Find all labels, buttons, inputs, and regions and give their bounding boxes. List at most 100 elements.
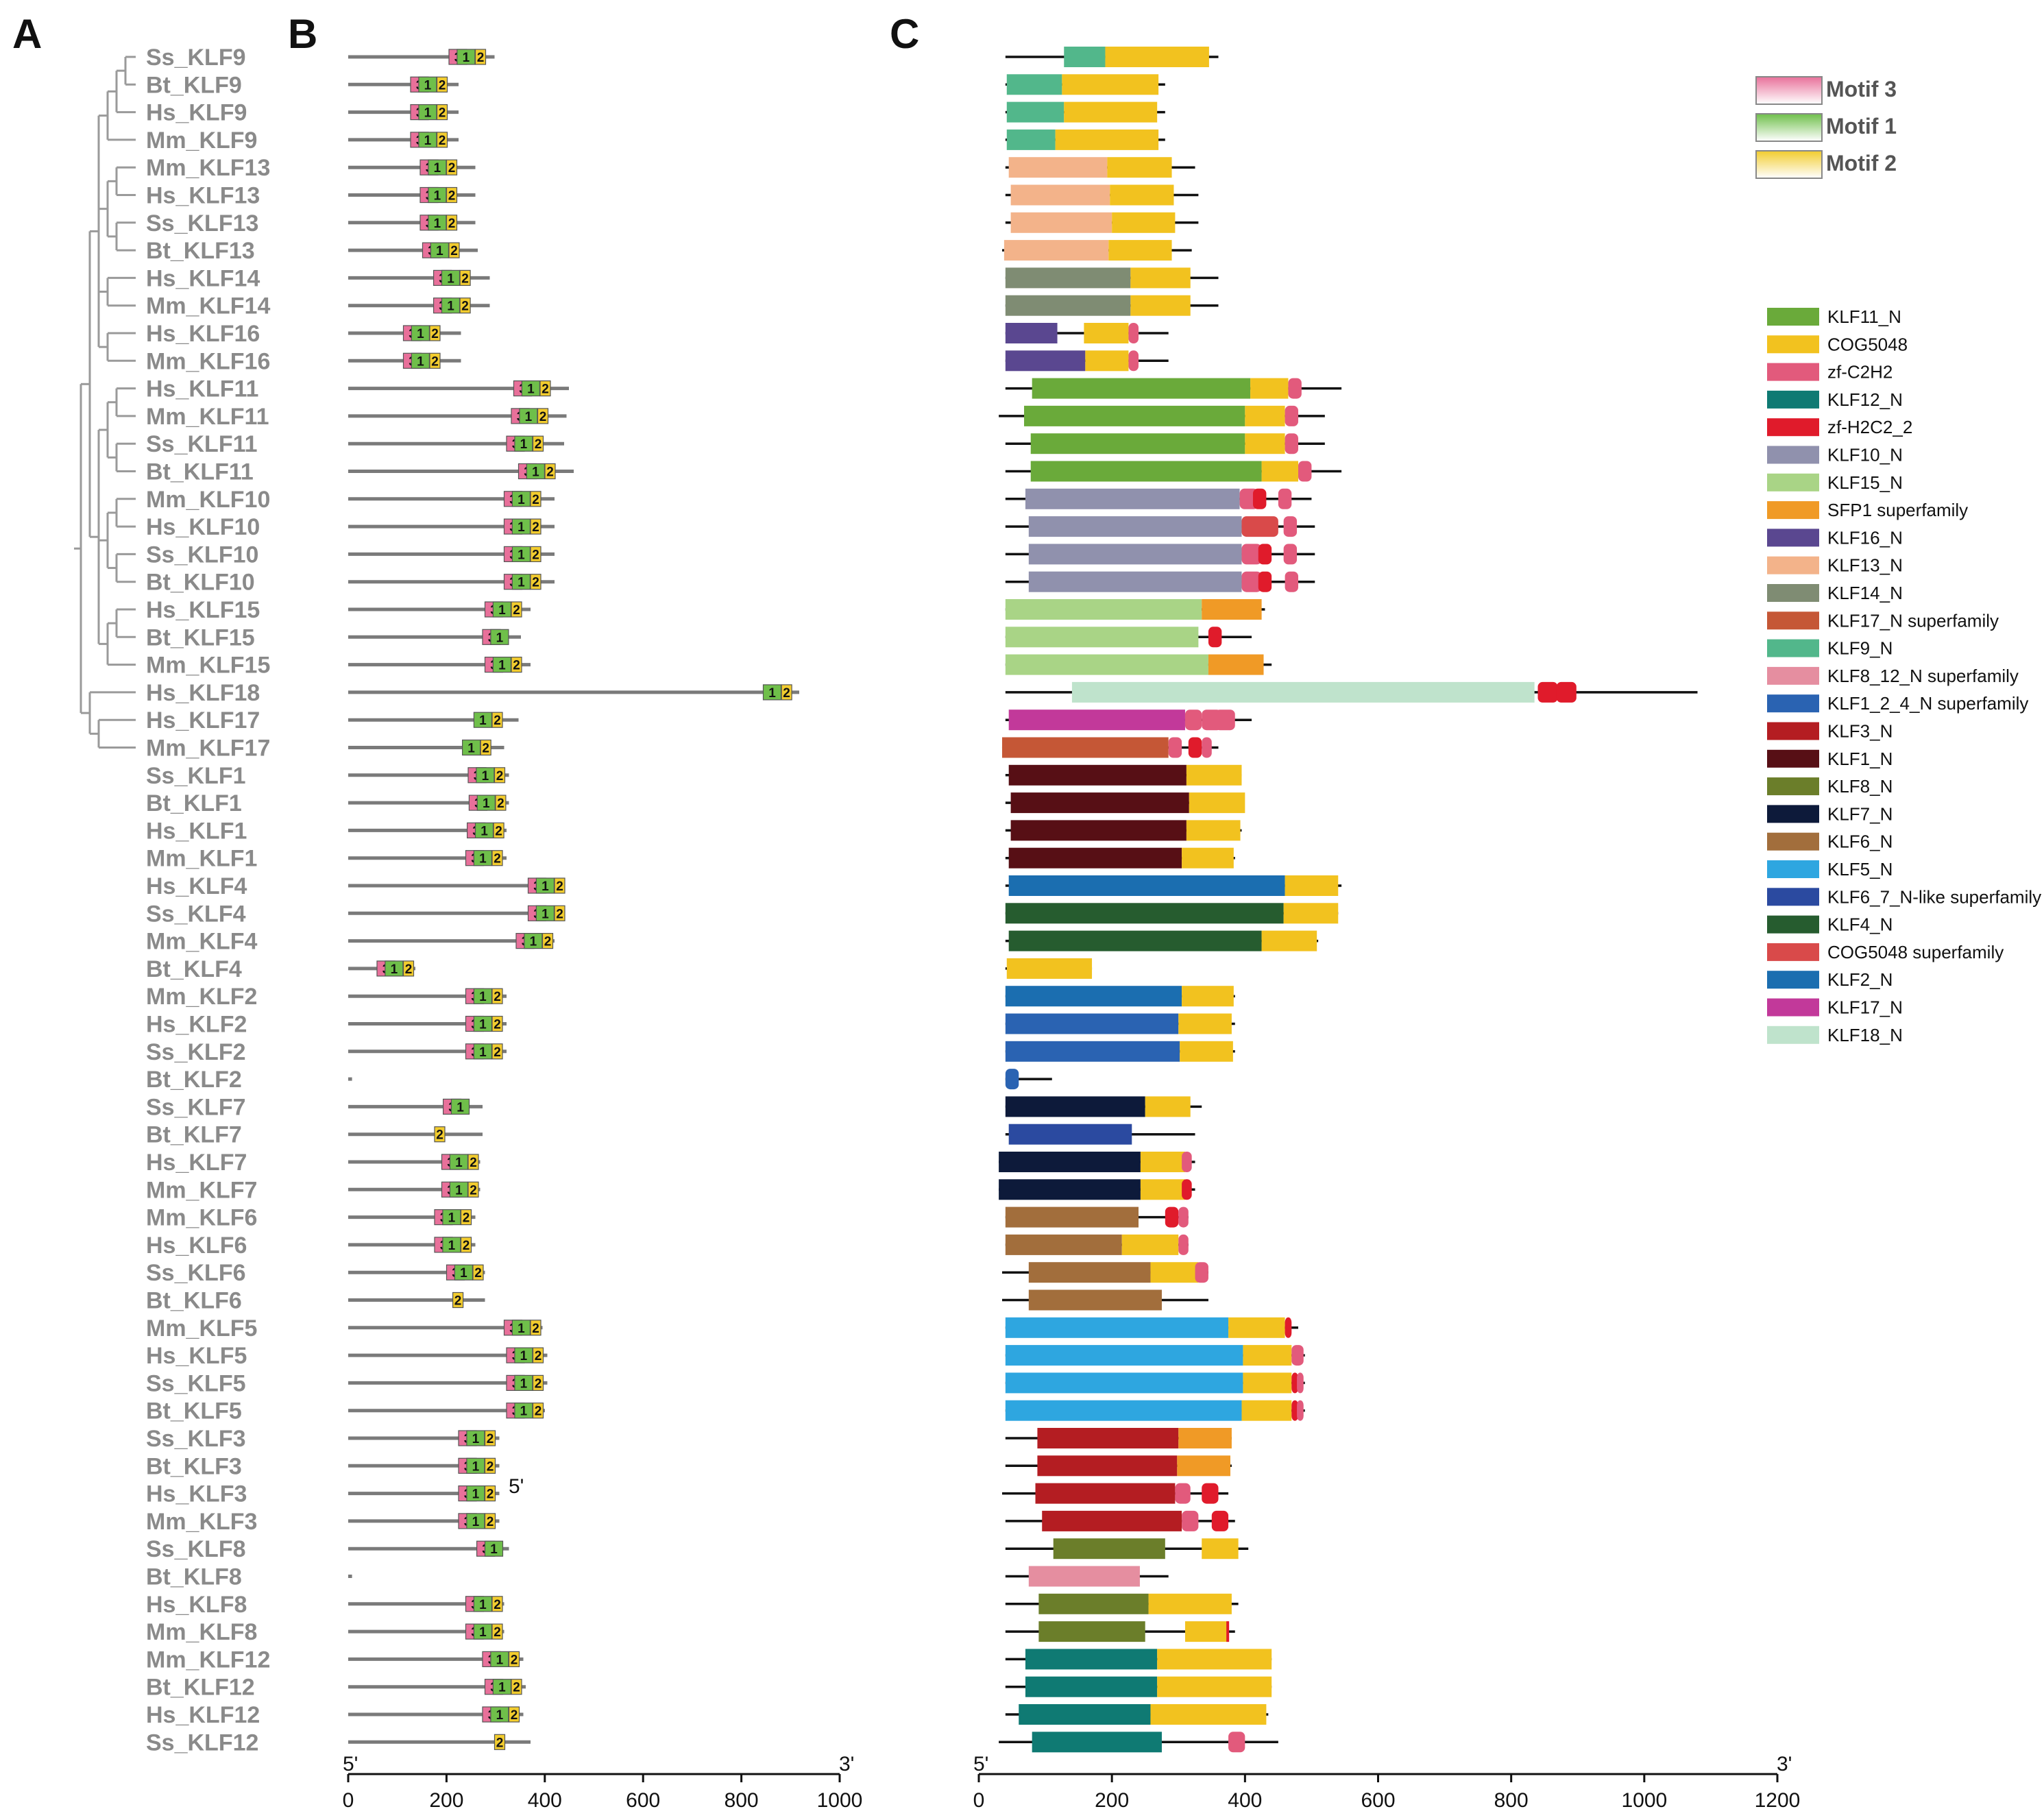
axis-b-tick-label: 800 (725, 1789, 759, 1812)
axis-c-tick-label: 600 (1361, 1789, 1395, 1812)
domain-legend-label: KLF10_N (1827, 445, 1903, 465)
motif-number: 2 (431, 327, 439, 341)
domain-legend-label: KLF7_N (1827, 803, 1893, 824)
motif-number: 2 (511, 1653, 518, 1667)
domain-block (1261, 461, 1298, 482)
motif-box-2 (511, 601, 522, 618)
domain-block (1085, 350, 1129, 372)
domain-legend-label: KLF6_7_N-like superfamily (1827, 886, 2041, 907)
taxon-label: Hs_KLF8 (146, 1592, 247, 1618)
motif-number: 2 (439, 78, 446, 93)
motif-number: 2 (487, 1515, 494, 1529)
motif-box-2 (508, 1651, 520, 1667)
motif-number: 1 (520, 437, 528, 452)
domain-block (1028, 1262, 1151, 1283)
axis-b-tick-label: 600 (626, 1789, 660, 1812)
motif-legend-swatch (1755, 150, 1823, 179)
domain-block (1064, 101, 1158, 123)
domain-block (1228, 1317, 1285, 1338)
motif-number: 2 (431, 354, 439, 369)
domain-block (1038, 1621, 1145, 1642)
stray-label: 5' (509, 1475, 524, 1498)
domain-block (1128, 350, 1139, 372)
domain-legend-swatch (1767, 749, 1819, 768)
taxon-label: Hs_KLF5 (146, 1343, 247, 1369)
domain-legend: KLF11_N COG5048 zf-C2H2 KLF12_N zf-H2C2_2 KLF… (1767, 306, 2041, 1045)
motif-number: 1 (434, 217, 441, 231)
taxon-label: Mm_KLF5 (146, 1315, 257, 1342)
motif-number: 1 (479, 714, 487, 728)
domain-block (1175, 1483, 1191, 1504)
taxon-label: Bt_KLF9 (146, 72, 242, 98)
motif-box-2 (491, 1623, 503, 1640)
domain-block (1291, 1345, 1304, 1366)
taxon-label: Ss_KLF4 (146, 901, 246, 927)
taxon-label: Mm_KLF13 (146, 155, 270, 181)
domain-block (1005, 1206, 1139, 1228)
motif-number: 2 (439, 134, 446, 148)
motif-number: 2 (494, 990, 501, 1004)
motif-number: 1 (457, 1100, 464, 1115)
domain-block (1165, 1206, 1179, 1228)
domain-block (1241, 571, 1262, 592)
motif-number: 1 (496, 1708, 504, 1723)
panel-label-b: B (288, 11, 317, 57)
taxon-label: Hs_KLF14 (146, 265, 260, 291)
taxon-label: Ss_KLF9 (146, 45, 246, 71)
domain-block (1003, 240, 1109, 261)
domain-legend-swatch (1767, 363, 1819, 381)
motif-number: 1 (455, 1183, 463, 1198)
domain-legend-swatch (1767, 639, 1819, 657)
motif-number: 2 (482, 742, 489, 756)
motif-box-2 (530, 518, 542, 535)
domain-legend-swatch (1767, 529, 1819, 547)
taxon-label: Bt_KLF10 (146, 570, 255, 596)
domain-legend-swatch (1767, 1026, 1819, 1044)
domain-block (1037, 1428, 1179, 1448)
motif-number: 2 (494, 1045, 501, 1060)
taxon-label: Hs_KLF18 (146, 680, 260, 706)
motif-box-2 (530, 1320, 542, 1336)
motif-box-2 (474, 49, 487, 65)
taxon-label: Bt_KLF4 (146, 956, 242, 982)
domain-block (1186, 764, 1242, 786)
domain-legend-label: COG5048 superfamily (1827, 942, 2004, 962)
motif-number: 2 (511, 1708, 518, 1723)
taxon-label: Mm_KLF14 (146, 293, 270, 319)
motif-number: 1 (424, 106, 432, 121)
domain-block (1285, 571, 1298, 592)
domain-block (1182, 1152, 1192, 1172)
taxon-label: Bt_KLF13 (146, 238, 255, 264)
domain-block (1105, 47, 1209, 67)
motif-box-2 (530, 546, 542, 563)
motif-box-1 (450, 1098, 470, 1115)
domain-legend-label: KLF15_N (1827, 472, 1903, 493)
motif-box-2 (532, 1403, 544, 1419)
domain-block (1005, 1372, 1243, 1394)
motif-number: 2 (487, 1459, 494, 1474)
motif-number: 2 (535, 437, 542, 452)
domain-block (1130, 295, 1191, 316)
motif-number: 1 (498, 659, 506, 673)
domain-block (1145, 1096, 1191, 1117)
domain-block (1110, 184, 1174, 206)
domain-block (1180, 1041, 1233, 1062)
domain-block (1024, 405, 1245, 426)
domain-legend-label: KLF9_N (1827, 638, 1893, 659)
taxon-label: Mm_KLF2 (146, 984, 257, 1010)
motif-number: 2 (542, 383, 549, 397)
motif-box-2 (484, 1457, 496, 1474)
domain-block (1241, 1400, 1292, 1421)
motif-number: 2 (556, 879, 563, 894)
domain-block (1258, 571, 1272, 592)
domain-block (1019, 1704, 1151, 1725)
taxon-label: Ss_KLF8 (146, 1536, 246, 1562)
motif-number: 2 (463, 1211, 470, 1226)
axis-b: 5' 3' 0 200 400 600 800 1000 (343, 1753, 863, 1812)
motif-box-2 (429, 352, 441, 369)
motif-box-2 (508, 1706, 520, 1723)
motif-number: 2 (436, 1128, 443, 1143)
motif-number: 2 (544, 935, 552, 949)
motif-number: 1 (448, 1211, 456, 1226)
motif-box-2 (532, 1374, 544, 1392)
